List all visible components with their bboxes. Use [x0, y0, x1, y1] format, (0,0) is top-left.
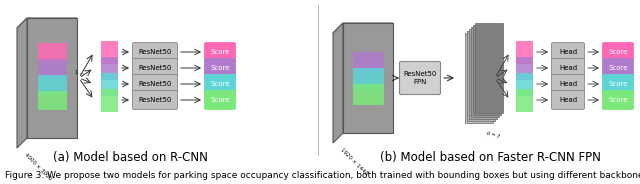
Polygon shape	[467, 31, 495, 121]
Text: Figure 3: We propose two models for parking space occupancy classification, both: Figure 3: We propose two models for park…	[5, 171, 640, 181]
Polygon shape	[38, 43, 66, 61]
Text: ResNet50: ResNet50	[138, 49, 172, 55]
Text: ResNet50: ResNet50	[138, 81, 172, 87]
Polygon shape	[17, 18, 77, 28]
Text: Score: Score	[608, 81, 628, 87]
Text: Head: Head	[559, 97, 577, 103]
Polygon shape	[469, 29, 497, 119]
Polygon shape	[516, 73, 532, 95]
Polygon shape	[101, 89, 117, 111]
FancyBboxPatch shape	[132, 59, 177, 77]
Polygon shape	[101, 41, 117, 63]
FancyBboxPatch shape	[132, 43, 177, 61]
Text: Head: Head	[559, 81, 577, 87]
Text: (a) Model based on R-CNN: (a) Model based on R-CNN	[52, 151, 207, 164]
Polygon shape	[475, 23, 503, 113]
Text: Score: Score	[211, 49, 230, 55]
Polygon shape	[343, 23, 393, 133]
FancyBboxPatch shape	[132, 75, 177, 93]
FancyBboxPatch shape	[205, 91, 236, 109]
Polygon shape	[27, 18, 77, 138]
Text: ResNet50
FPN: ResNet50 FPN	[403, 72, 436, 84]
Text: Score: Score	[211, 97, 230, 103]
Polygon shape	[353, 68, 383, 88]
FancyBboxPatch shape	[132, 91, 177, 109]
Polygon shape	[353, 52, 383, 72]
Text: 1 ...: 1 ...	[75, 70, 84, 75]
Text: Score: Score	[211, 65, 230, 71]
Polygon shape	[333, 23, 343, 143]
Text: 1920 × 1440: 1920 × 1440	[339, 147, 369, 176]
Text: Head: Head	[559, 65, 577, 71]
FancyBboxPatch shape	[602, 91, 634, 109]
Polygon shape	[101, 57, 117, 79]
FancyBboxPatch shape	[602, 75, 634, 93]
Text: Score: Score	[608, 65, 628, 71]
FancyBboxPatch shape	[399, 61, 440, 95]
Text: ResNet50: ResNet50	[138, 97, 172, 103]
FancyBboxPatch shape	[205, 75, 236, 93]
Polygon shape	[471, 27, 499, 117]
Polygon shape	[465, 33, 493, 123]
Text: p = 7: p = 7	[486, 130, 500, 139]
Polygon shape	[333, 23, 393, 33]
Polygon shape	[101, 73, 117, 95]
Polygon shape	[516, 41, 532, 63]
Polygon shape	[38, 91, 66, 109]
FancyBboxPatch shape	[552, 91, 584, 109]
FancyBboxPatch shape	[205, 59, 236, 77]
Text: ResNet50: ResNet50	[138, 65, 172, 71]
Polygon shape	[473, 25, 501, 115]
Text: Score: Score	[608, 97, 628, 103]
Text: Head: Head	[559, 49, 577, 55]
FancyBboxPatch shape	[552, 75, 584, 93]
Polygon shape	[38, 59, 66, 77]
Text: (b) Model based on Faster R-CNN FPN: (b) Model based on Faster R-CNN FPN	[380, 151, 600, 164]
Polygon shape	[516, 89, 532, 111]
FancyBboxPatch shape	[552, 59, 584, 77]
Polygon shape	[17, 18, 27, 148]
Text: Score: Score	[211, 81, 230, 87]
FancyBboxPatch shape	[602, 59, 634, 77]
Text: Score: Score	[608, 49, 628, 55]
FancyBboxPatch shape	[602, 43, 634, 61]
Polygon shape	[38, 75, 66, 93]
Polygon shape	[353, 84, 383, 104]
FancyBboxPatch shape	[205, 43, 236, 61]
Text: 4000 × 3000: 4000 × 3000	[24, 152, 52, 181]
Polygon shape	[516, 57, 532, 79]
FancyBboxPatch shape	[552, 43, 584, 61]
